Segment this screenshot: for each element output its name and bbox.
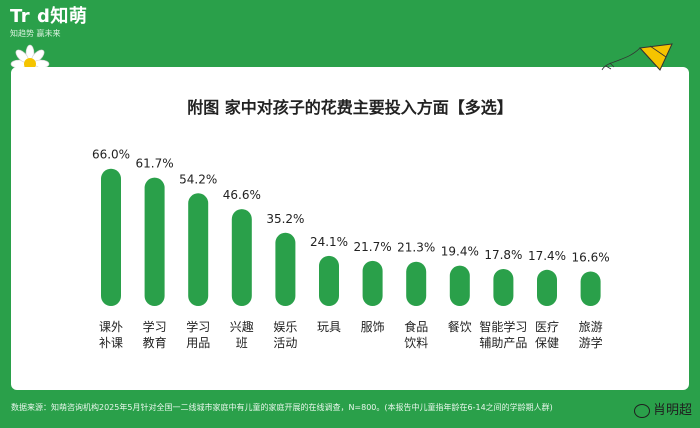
bar [362,260,383,306]
category-label: 补课 [99,336,123,350]
bar [406,261,427,306]
watermark: 肖明超 [633,399,692,418]
data-label: 16.6% [572,250,610,264]
bar [493,268,514,306]
data-label: 17.4% [528,249,566,263]
watermark-text: 肖明超 [652,403,692,418]
category-label: 玩具 [317,320,341,334]
data-label: 17.8% [484,248,522,262]
data-label: 19.4% [441,245,479,259]
data-source-note: 数据来源：知萌咨询机构2025年5月针对全国一二线城市家庭中有儿童的家庭开展的在… [11,403,553,412]
category-label: 班 [236,336,248,350]
category-label: 饮料 [404,336,428,350]
data-label: 35.2% [266,212,304,226]
category-label: 教育 [143,335,167,350]
category-label: 辅助产品 [479,336,527,350]
category-label: 游学 [579,335,603,350]
brand-tagline: 知趋势 赢未来 [10,29,61,38]
category-label: 智能学习 [479,319,527,334]
category-label: 活动 [273,336,297,350]
category-label: 学习 [143,319,167,334]
category-label: 服饰 [361,320,385,334]
chart-card [11,67,689,390]
brand: Tr d知萌 知趋势 赢未来 [10,6,87,39]
data-label: 21.7% [354,240,392,254]
bar [319,255,339,306]
data-label: 66.0% [92,148,130,162]
data-label: 21.3% [397,241,435,255]
bar [580,271,601,306]
category-label: 旅游 [579,320,603,334]
data-label: 61.7% [136,157,174,171]
kite-icon [601,43,673,71]
category-label: 课外 [99,320,123,334]
category-label: 用品 [186,336,210,350]
brand-logo: Tr d知萌 [10,6,88,27]
bar [449,265,470,306]
chart-title: 附图 家中对孩子的花费主要投入方面【多选】 [187,98,513,117]
category-label: 娱乐 [273,320,297,334]
category-label: 餐饮 [448,319,472,334]
data-label: 46.6% [223,188,261,202]
bar [537,269,557,306]
category-label: 食品 [404,319,428,334]
data-label: 24.1% [310,235,348,249]
bar [101,168,121,306]
weibo-icon [633,403,650,418]
category-label: 保健 [535,336,559,350]
category-label: 学习 [186,319,210,334]
category-label: 医疗 [535,320,559,334]
bar [144,177,165,306]
category-label: 兴趣 [230,319,254,334]
bar [275,232,296,306]
bar [231,209,252,306]
data-label: 54.2% [179,172,217,186]
bar [188,193,209,306]
bar-chart: 66.0%课外补课61.7%学习教育54.2%学习用品46.6%兴趣班35.2%… [92,148,610,350]
